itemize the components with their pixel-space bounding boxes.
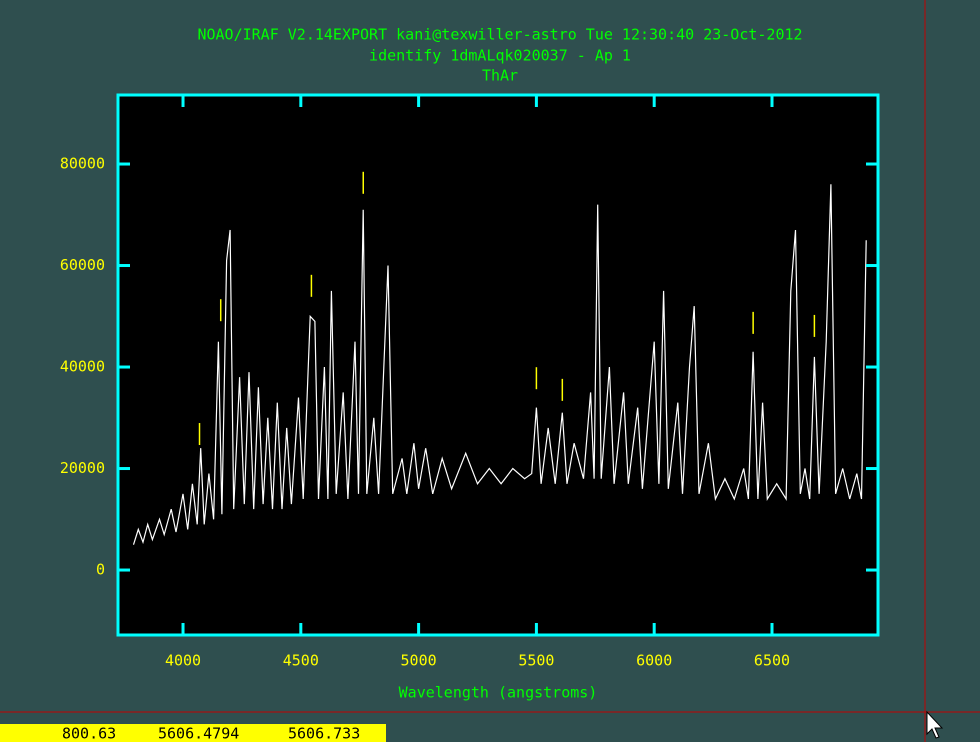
x-tick-label: 5500: [518, 652, 554, 670]
status-bar: [0, 724, 386, 742]
x-tick-label: 4000: [165, 652, 201, 670]
subtitle: identify 1dmALqk020037 - Ap 1: [369, 47, 631, 65]
y-tick-label: 0: [96, 561, 105, 579]
y-tick-label: 60000: [60, 256, 105, 274]
annotation: ThAr: [482, 67, 518, 85]
status-field: 800.63: [62, 725, 116, 742]
x-tick-label: 4500: [283, 652, 319, 670]
y-tick-label: 80000: [60, 155, 105, 173]
status-field: 5606.733: [288, 725, 360, 742]
plot-frame: [116, 93, 880, 637]
status-field: 5606.4794: [158, 725, 239, 742]
title: NOAO/IRAF V2.14EXPORT kani@texwiller-ast…: [197, 26, 802, 44]
spectrum-line: [132, 184, 867, 545]
x-tick-label: 5000: [401, 652, 437, 670]
plot-area: [118, 95, 878, 635]
y-tick-label: 40000: [60, 358, 105, 376]
y-tick-label: 20000: [60, 459, 105, 477]
mouse-pointer: [926, 710, 944, 739]
x-tick-label: 6000: [636, 652, 672, 670]
x-tick-label: 6500: [754, 652, 790, 670]
x-axis-label: Wavelength (angstroms): [399, 684, 598, 702]
